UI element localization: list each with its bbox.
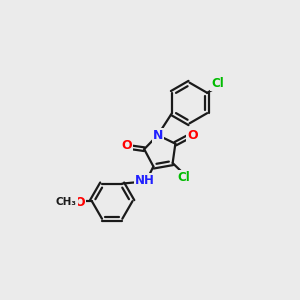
Text: Cl: Cl	[177, 171, 190, 184]
Text: NH: NH	[135, 174, 155, 188]
Text: Cl: Cl	[211, 77, 224, 90]
Text: CH₃: CH₃	[56, 197, 77, 207]
Text: O: O	[74, 196, 85, 208]
Text: O: O	[122, 139, 132, 152]
Text: O: O	[187, 129, 198, 142]
Text: N: N	[153, 129, 163, 142]
